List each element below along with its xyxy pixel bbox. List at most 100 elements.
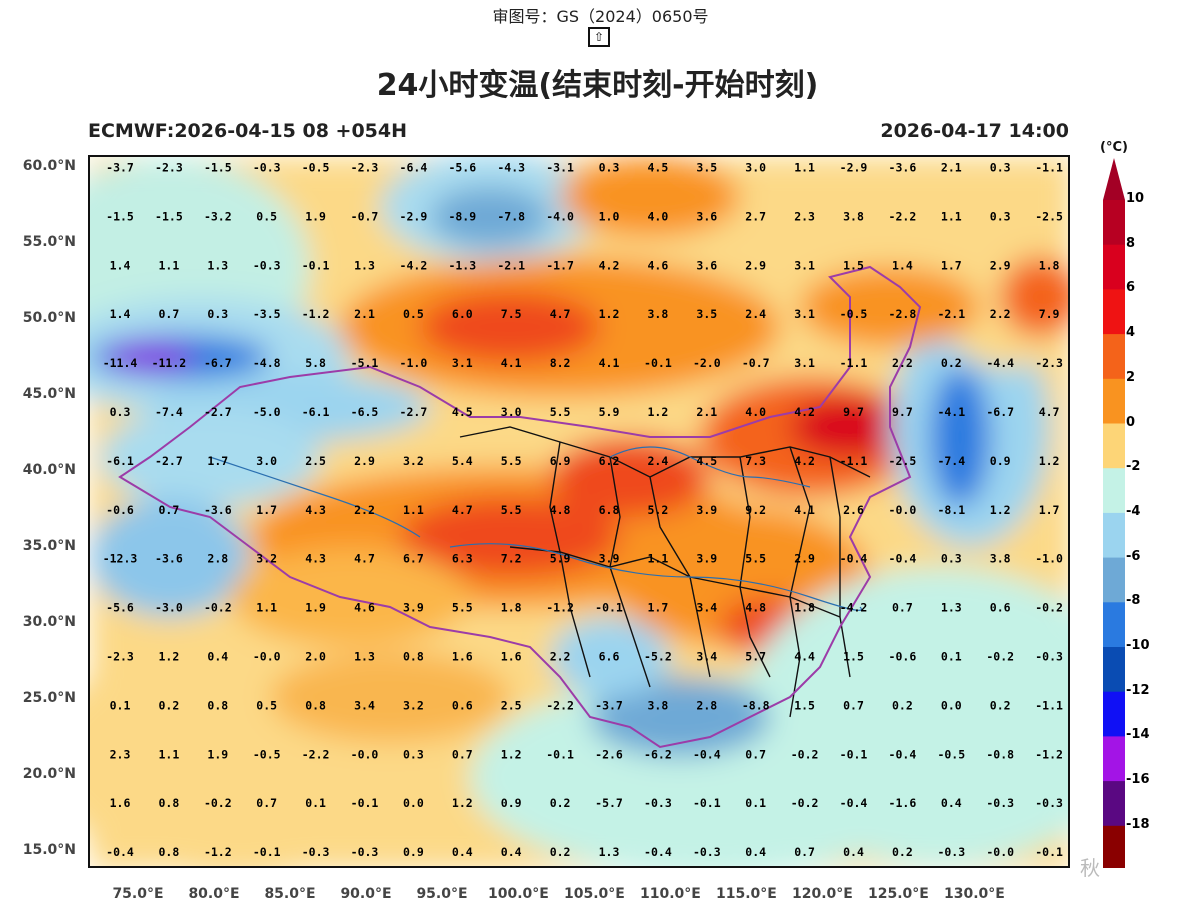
colorbar bbox=[1103, 158, 1125, 868]
grid-value: 0.5 bbox=[256, 209, 277, 223]
grid-value: -1.2 bbox=[204, 845, 232, 859]
grid-value: -4.8 bbox=[253, 356, 281, 370]
grid-value: 3.9 bbox=[403, 601, 424, 615]
grid-value: 1.7 bbox=[941, 258, 962, 272]
grid-value: 0.2 bbox=[550, 796, 571, 810]
grid-value: -4.1 bbox=[937, 405, 965, 419]
grid-value: 0.4 bbox=[745, 845, 766, 859]
colorbar-segment bbox=[1103, 691, 1125, 737]
grid-value: -1.0 bbox=[400, 356, 428, 370]
grid-value: 2.5 bbox=[501, 698, 522, 712]
grid-value: 4.0 bbox=[648, 209, 669, 223]
grid-value: 5.5 bbox=[501, 503, 522, 517]
grid-value: -2.9 bbox=[840, 161, 868, 175]
grid-value: 1.8 bbox=[501, 601, 522, 615]
grid-value: 0.4 bbox=[501, 845, 522, 859]
grid-value: -3.7 bbox=[106, 161, 134, 175]
grid-value: 1.7 bbox=[648, 601, 669, 615]
grid-value: 1.3 bbox=[354, 258, 375, 272]
grid-value: -3.6 bbox=[889, 161, 917, 175]
grid-value: -0.6 bbox=[889, 650, 917, 664]
grid-value: 0.9 bbox=[501, 796, 522, 810]
colorbar-label: -10 bbox=[1126, 638, 1150, 653]
grid-value: 5.5 bbox=[550, 405, 571, 419]
grid-value: 3.2 bbox=[256, 552, 277, 566]
scroll-up-button[interactable]: ⇧ bbox=[588, 27, 610, 47]
lon-label: 75.0°E bbox=[112, 886, 164, 902]
lon-label: 110.0°E bbox=[640, 886, 701, 902]
grid-value: -0.4 bbox=[106, 845, 134, 859]
colorbar-segment bbox=[1103, 378, 1125, 424]
grid-value: 1.1 bbox=[159, 258, 180, 272]
colorbar-segment bbox=[1103, 602, 1125, 648]
grid-value: 5.9 bbox=[599, 405, 620, 419]
grid-value: -0.3 bbox=[1035, 650, 1063, 664]
grid-value: -0.4 bbox=[889, 552, 917, 566]
grid-value: 1.2 bbox=[452, 796, 473, 810]
grid-value: 4.1 bbox=[794, 503, 815, 517]
grid-value: -3.7 bbox=[595, 698, 623, 712]
colorbar-label: -12 bbox=[1126, 682, 1150, 698]
grid-value: -1.2 bbox=[302, 307, 330, 321]
grid-value: 1.6 bbox=[110, 796, 131, 810]
grid-value: 4.4 bbox=[794, 650, 815, 664]
lat-label: 55.0°N bbox=[22, 234, 76, 250]
grid-value: 2.6 bbox=[843, 503, 864, 517]
grid-value: 2.0 bbox=[305, 650, 326, 664]
grid-value: 4.7 bbox=[354, 552, 375, 566]
grid-value: -0.3 bbox=[1035, 796, 1063, 810]
grid-value: -2.5 bbox=[1035, 209, 1063, 223]
lon-label: 80.0°E bbox=[188, 886, 240, 902]
grid-value: -2.3 bbox=[155, 161, 183, 175]
grid-value: 0.7 bbox=[452, 747, 473, 761]
grid-value: 2.1 bbox=[696, 405, 717, 419]
grid-value: -2.3 bbox=[1035, 356, 1063, 370]
grid-value: 3.0 bbox=[256, 454, 277, 468]
lon-label: 100.0°E bbox=[488, 886, 549, 902]
grid-value: 8.2 bbox=[550, 356, 571, 370]
grid-value: 0.6 bbox=[452, 698, 473, 712]
colorbar-label: -14 bbox=[1126, 727, 1150, 743]
grid-value: 7.9 bbox=[1039, 307, 1060, 321]
grid-value: 0.7 bbox=[892, 601, 913, 615]
grid-value: 1.7 bbox=[1039, 503, 1060, 517]
grid-value: 0.5 bbox=[256, 698, 277, 712]
grid-value: -4.4 bbox=[986, 356, 1014, 370]
grid-value: 3.9 bbox=[696, 552, 717, 566]
grid-value: 4.1 bbox=[501, 356, 522, 370]
grid-value: 2.2 bbox=[354, 503, 375, 517]
grid-value: 4.6 bbox=[354, 601, 375, 615]
grid-value: 0.3 bbox=[941, 552, 962, 566]
grid-value: 1.8 bbox=[794, 601, 815, 615]
grid-value: -0.6 bbox=[106, 503, 134, 517]
grid-value: 3.2 bbox=[403, 698, 424, 712]
grid-value: 3.9 bbox=[696, 503, 717, 517]
grid-value: -0.3 bbox=[351, 845, 379, 859]
grid-value: 0.1 bbox=[305, 796, 326, 810]
grid-value: -0.5 bbox=[302, 161, 330, 175]
grid-value: -2.3 bbox=[351, 161, 379, 175]
grid-value: 4.3 bbox=[305, 552, 326, 566]
grid-value: 3.1 bbox=[794, 356, 815, 370]
grid-value: 9.7 bbox=[843, 405, 864, 419]
grid-value: 0.3 bbox=[990, 209, 1011, 223]
grid-value: 1.1 bbox=[648, 552, 669, 566]
grid-value: -0.1 bbox=[595, 601, 623, 615]
grid-value: -0.4 bbox=[889, 747, 917, 761]
grid-value: 0.4 bbox=[941, 796, 962, 810]
grid-value: 3.6 bbox=[696, 209, 717, 223]
colorbar-label: 0 bbox=[1126, 414, 1136, 430]
grid-value: -0.3 bbox=[302, 845, 330, 859]
grid-value: 1.4 bbox=[110, 307, 131, 321]
grid-value: 2.1 bbox=[354, 307, 375, 321]
lon-label: 120.0°E bbox=[792, 886, 853, 902]
colorbar-label: 4 bbox=[1126, 325, 1136, 341]
grid-value: 1.4 bbox=[892, 258, 913, 272]
grid-value: 4.0 bbox=[745, 405, 766, 419]
grid-value: -0.1 bbox=[302, 258, 330, 272]
grid-value: -5.1 bbox=[351, 356, 379, 370]
grid-value: 5.2 bbox=[648, 503, 669, 517]
grid-value: 0.4 bbox=[207, 650, 228, 664]
grid-value: -3.5 bbox=[253, 307, 281, 321]
grid-value: 0.3 bbox=[599, 161, 620, 175]
